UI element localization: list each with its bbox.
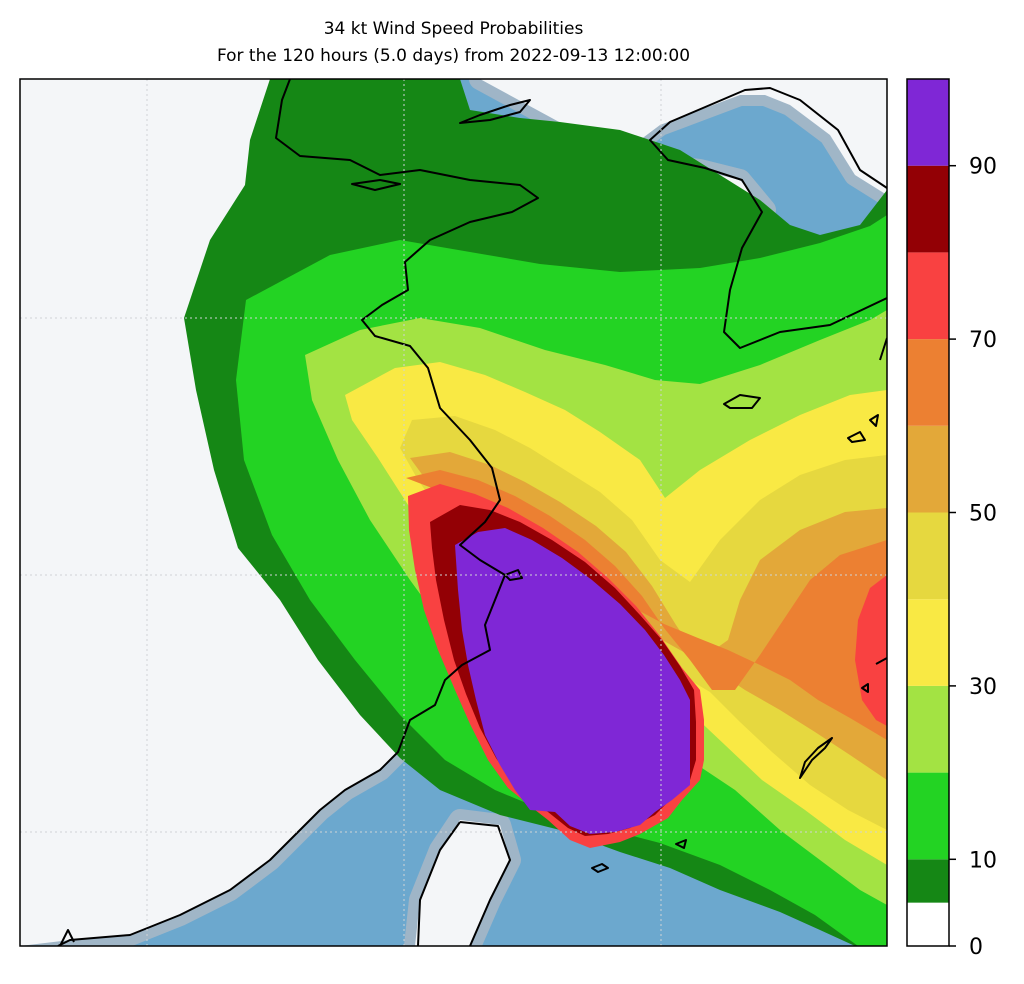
colorbar-bin: [907, 165, 949, 253]
colorbar-ticks: 0 10 30 50 70 90: [949, 155, 997, 960]
colorbar-bin: [907, 339, 949, 426]
contour-90-100: [455, 528, 690, 834]
map-frame: [19, 78, 888, 947]
map-subtitle: For the 120 hours (5.0 days) from 2022-0…: [216, 46, 691, 66]
probability-contours: [184, 79, 887, 946]
colorbar-bin: [907, 425, 949, 513]
colorbar-bin: [907, 772, 949, 860]
colorbar-tick-label: 50: [969, 502, 997, 527]
colorbar-tick-label: 30: [969, 675, 997, 700]
colorbar-tick-label: 70: [969, 328, 997, 353]
colorbar-bin: [907, 512, 949, 600]
colorbar-bin: [907, 902, 949, 946]
colorbar-bin: [907, 79, 949, 166]
colorbar-bins: [907, 79, 949, 946]
colorbar-tick-label: 10: [969, 848, 997, 873]
colorbar-bin: [907, 859, 949, 903]
colorbar-bin: [907, 599, 949, 686]
colorbar-bin: [907, 252, 949, 340]
colorbar-tick-label: 0: [969, 935, 983, 960]
colorbar-tick-label: 90: [969, 155, 997, 180]
map-title: 34 kt Wind Speed Probabilities: [323, 19, 584, 39]
colorbar-bin: [907, 685, 949, 773]
coastlines: [57, 79, 887, 946]
